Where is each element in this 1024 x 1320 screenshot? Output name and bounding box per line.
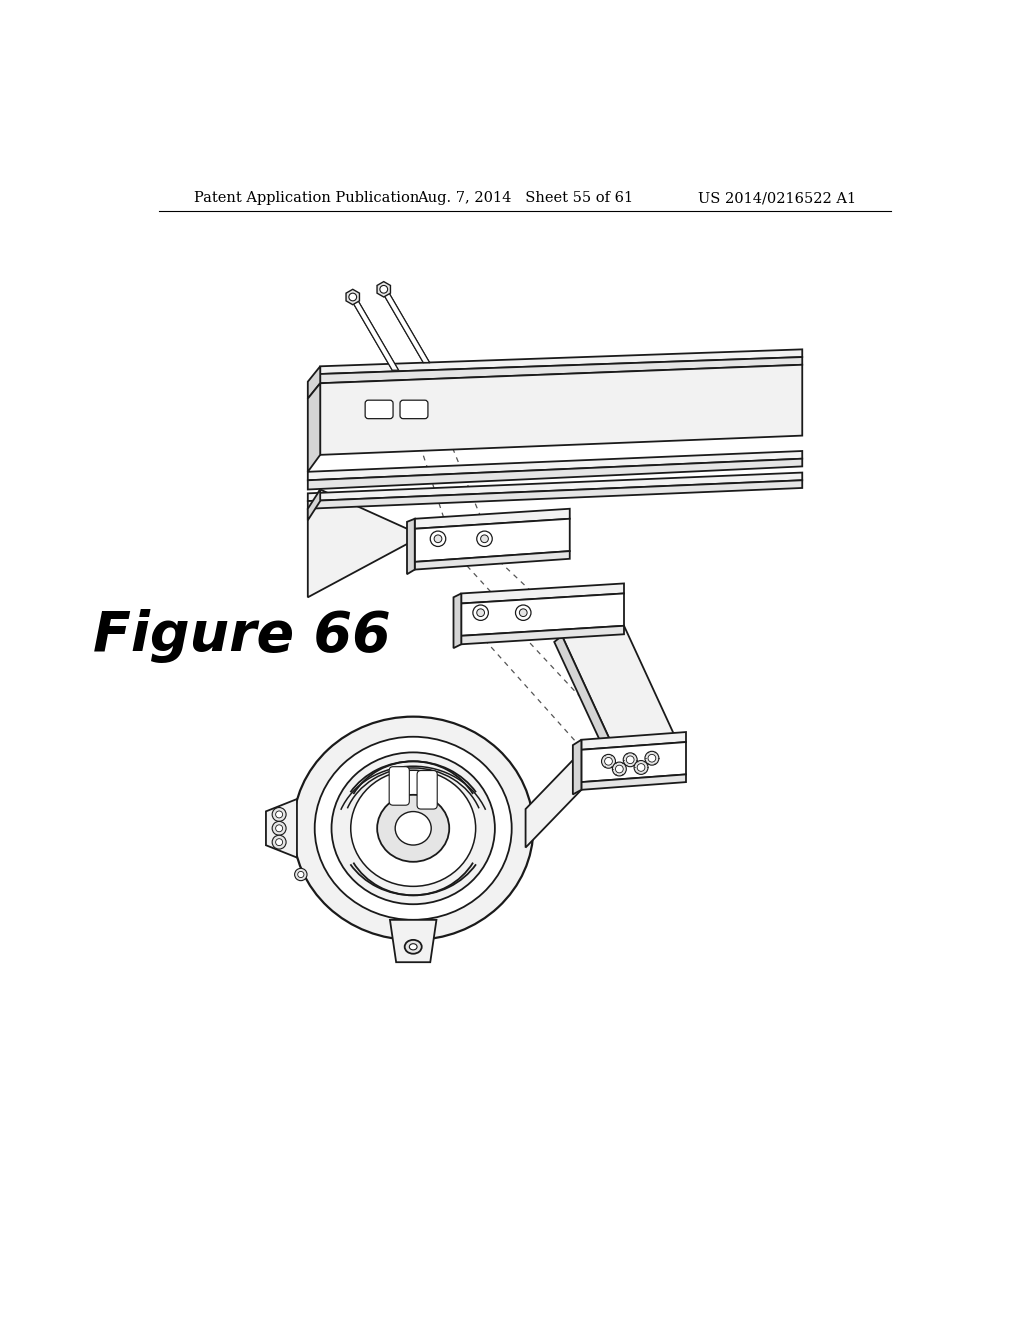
Circle shape: [601, 755, 615, 768]
Polygon shape: [461, 594, 624, 636]
Polygon shape: [308, 473, 802, 502]
Ellipse shape: [377, 795, 450, 862]
Circle shape: [627, 756, 634, 763]
Polygon shape: [582, 775, 686, 789]
Polygon shape: [415, 519, 569, 562]
Polygon shape: [415, 508, 569, 529]
Circle shape: [298, 871, 304, 878]
Circle shape: [349, 293, 356, 301]
Text: Aug. 7, 2014   Sheet 55 of 61: Aug. 7, 2014 Sheet 55 of 61: [417, 191, 633, 206]
Circle shape: [272, 808, 286, 821]
FancyBboxPatch shape: [417, 771, 437, 809]
Circle shape: [430, 531, 445, 546]
Circle shape: [295, 869, 307, 880]
Polygon shape: [308, 383, 321, 471]
Polygon shape: [454, 594, 461, 648]
Polygon shape: [381, 289, 429, 363]
Circle shape: [604, 758, 612, 766]
Text: Figure 66: Figure 66: [93, 609, 391, 663]
Polygon shape: [377, 281, 390, 297]
Circle shape: [275, 838, 283, 846]
Ellipse shape: [404, 940, 422, 954]
Polygon shape: [562, 626, 678, 754]
Polygon shape: [407, 519, 415, 574]
Circle shape: [272, 821, 286, 836]
Polygon shape: [346, 289, 359, 305]
Circle shape: [612, 762, 627, 776]
Circle shape: [272, 836, 286, 849]
Circle shape: [434, 535, 442, 543]
Polygon shape: [308, 480, 802, 508]
Text: Patent Application Publication: Patent Application Publication: [194, 191, 419, 206]
Ellipse shape: [314, 737, 512, 920]
Polygon shape: [349, 297, 398, 370]
Ellipse shape: [395, 812, 431, 845]
Ellipse shape: [410, 944, 417, 950]
Polygon shape: [321, 350, 802, 374]
Circle shape: [615, 766, 624, 774]
Polygon shape: [582, 742, 686, 781]
Polygon shape: [308, 451, 802, 480]
Circle shape: [477, 609, 484, 616]
Circle shape: [648, 755, 655, 762]
Polygon shape: [390, 920, 436, 962]
Circle shape: [473, 605, 488, 620]
Polygon shape: [461, 626, 624, 644]
Polygon shape: [308, 490, 321, 520]
Polygon shape: [308, 367, 321, 399]
Circle shape: [275, 825, 283, 832]
Circle shape: [624, 752, 637, 767]
Polygon shape: [308, 490, 423, 597]
Polygon shape: [572, 739, 582, 795]
Polygon shape: [554, 636, 616, 759]
Ellipse shape: [332, 752, 495, 904]
Circle shape: [519, 609, 527, 616]
Polygon shape: [525, 751, 582, 847]
Circle shape: [477, 531, 493, 546]
Circle shape: [275, 810, 283, 818]
FancyBboxPatch shape: [389, 767, 410, 805]
Polygon shape: [308, 459, 802, 490]
Text: US 2014/0216522 A1: US 2014/0216522 A1: [698, 191, 856, 206]
Polygon shape: [266, 799, 297, 858]
Polygon shape: [461, 583, 624, 603]
Polygon shape: [415, 552, 569, 570]
Ellipse shape: [351, 771, 476, 886]
Circle shape: [380, 285, 388, 293]
FancyBboxPatch shape: [366, 400, 393, 418]
Circle shape: [637, 763, 645, 771]
FancyBboxPatch shape: [400, 400, 428, 418]
Polygon shape: [582, 733, 686, 750]
Circle shape: [634, 760, 648, 775]
Circle shape: [480, 535, 488, 543]
Polygon shape: [321, 358, 802, 383]
Polygon shape: [321, 364, 802, 455]
Ellipse shape: [293, 717, 534, 940]
Circle shape: [515, 605, 531, 620]
Circle shape: [645, 751, 658, 766]
